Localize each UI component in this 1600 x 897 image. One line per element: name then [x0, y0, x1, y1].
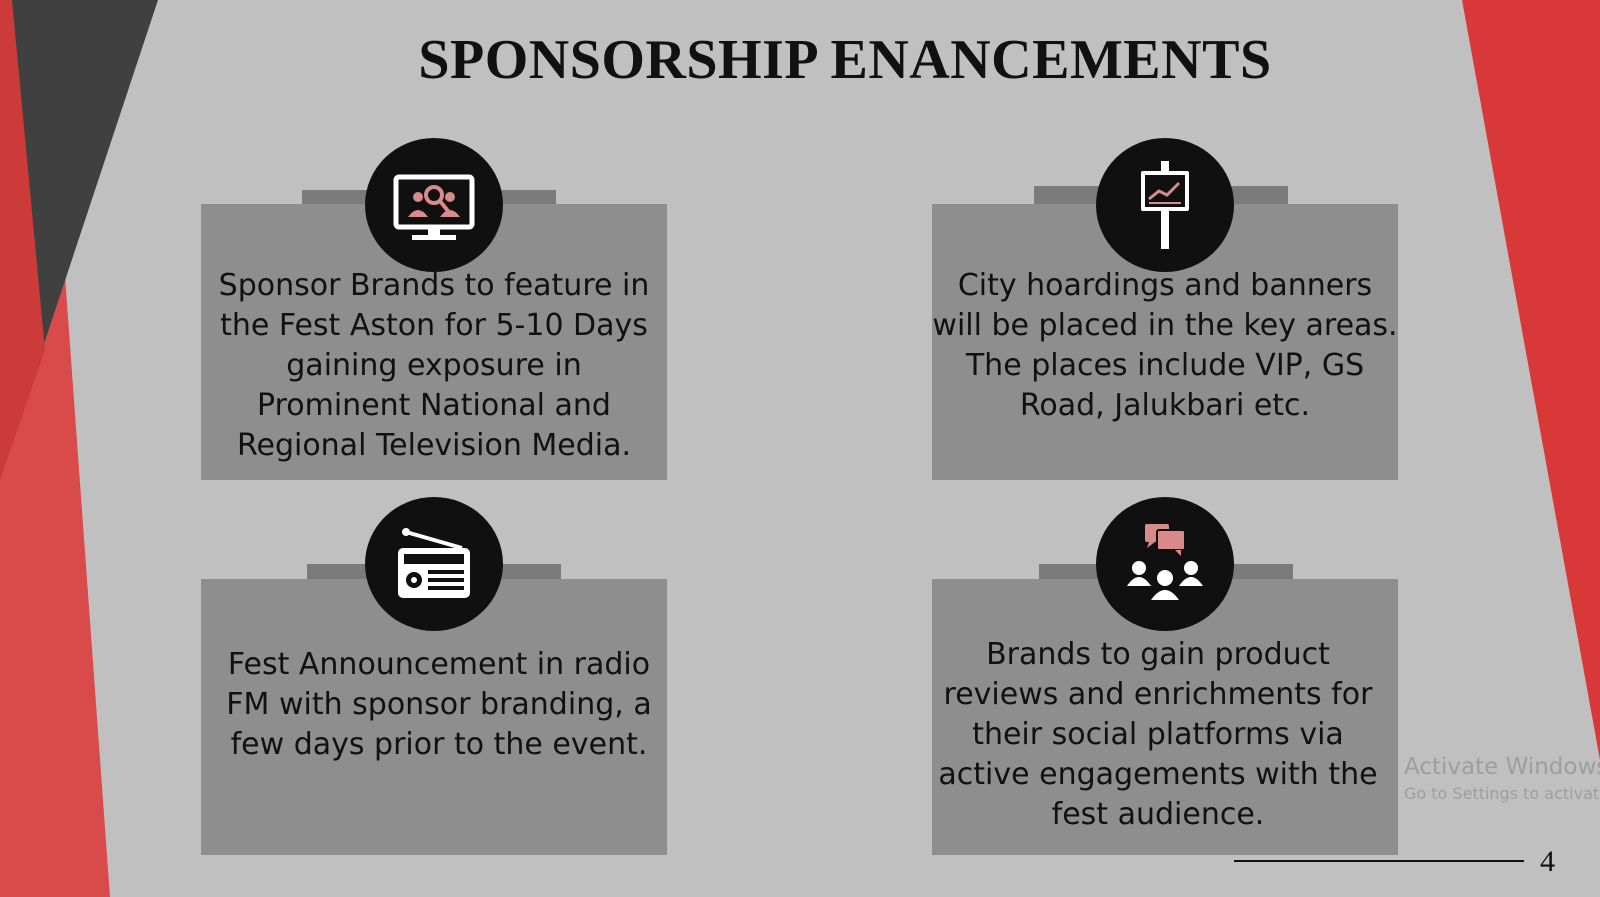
card-line: their social platforms via	[972, 717, 1344, 752]
card-text: Brands to gain product reviews and enric…	[932, 635, 1384, 835]
card-line: FM with sponsor branding, a	[226, 687, 652, 722]
card-line: fest audience.	[1051, 797, 1265, 832]
billboard-chart-icon	[1096, 138, 1234, 272]
card-line: Prominent National and	[257, 388, 611, 423]
footer-divider	[1234, 860, 1524, 862]
watermark-title: Activate Windows	[1404, 754, 1600, 780]
card-line: City hoardings and banners	[957, 268, 1373, 303]
card-text: Sponsor Brands to feature in the Fest As…	[201, 266, 667, 466]
card-line: Sponsor Brands to feature in	[218, 268, 650, 303]
card-line: Road, Jalukbari etc.	[1019, 388, 1311, 423]
card-line: active engagements with the	[938, 757, 1378, 792]
card-line: the Fest Aston for 5-10 Days	[220, 308, 648, 343]
activate-windows-watermark: Activate Windows Go to Settings to activ…	[1404, 754, 1600, 803]
card-line: Regional Television Media.	[236, 428, 632, 463]
card-line: reviews and enrichments for	[943, 677, 1373, 712]
left-red-strip	[0, 0, 45, 480]
card-line: will be placed in the key areas.	[932, 308, 1398, 343]
tv-audience-icon	[365, 138, 503, 272]
card-text: City hoardings and banners will be place…	[932, 266, 1398, 426]
right-red-shape	[1462, 0, 1600, 897]
group-discussion-icon	[1096, 497, 1234, 631]
card-line: few days prior to the event.	[230, 727, 648, 762]
card-text: Fest Announcement in radio FM with spons…	[201, 645, 667, 765]
sponsor-card-tv: Sponsor Brands to feature in the Fest As…	[201, 204, 667, 480]
left-dark-shape	[0, 0, 158, 480]
card-line: gaining exposure in	[286, 348, 582, 383]
slide-title: SPONSORSHIP ENANCEMENTS	[418, 29, 1272, 91]
sponsor-card-social: Brands to gain product reviews and enric…	[932, 579, 1398, 855]
card-line: Fest Announcement in radio	[227, 647, 651, 682]
page-number: 4	[1540, 845, 1555, 878]
card-line: The places include VIP, GS	[965, 348, 1365, 383]
sponsor-card-hoardings: City hoardings and banners will be place…	[932, 204, 1398, 480]
watermark-subtitle: Go to Settings to activate Windows.	[1404, 784, 1600, 803]
card-line: Brands to gain product	[986, 637, 1330, 672]
radio-icon	[365, 497, 503, 631]
